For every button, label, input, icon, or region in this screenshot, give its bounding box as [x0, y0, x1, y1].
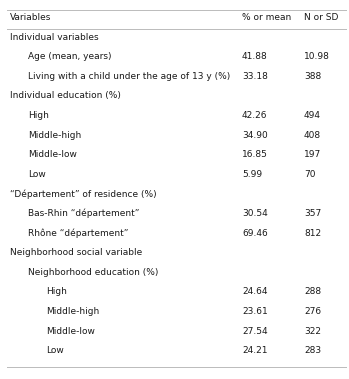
Text: 41.88: 41.88 [242, 52, 268, 61]
Text: 276: 276 [304, 307, 321, 316]
Text: 30.54: 30.54 [242, 209, 268, 218]
Text: Middle-low: Middle-low [46, 327, 95, 335]
Text: Age (mean, years): Age (mean, years) [28, 52, 111, 61]
Text: 24.21: 24.21 [242, 346, 267, 355]
Text: Low: Low [28, 170, 46, 179]
Text: N or SD: N or SD [304, 13, 339, 22]
Text: 33.18: 33.18 [242, 72, 268, 81]
Text: 288: 288 [304, 287, 321, 296]
Text: High: High [28, 111, 49, 120]
Text: 812: 812 [304, 229, 321, 238]
Text: Bas-Rhin “département”: Bas-Rhin “département” [28, 209, 139, 218]
Text: Middle-high: Middle-high [28, 130, 81, 139]
Text: 388: 388 [304, 72, 321, 81]
Text: 23.61: 23.61 [242, 307, 268, 316]
Text: 357: 357 [304, 209, 321, 218]
Text: % or mean: % or mean [242, 13, 291, 22]
Text: 197: 197 [304, 150, 321, 159]
Text: 34.90: 34.90 [242, 130, 268, 139]
Text: “Département” of residence (%): “Département” of residence (%) [10, 190, 157, 199]
Text: 16.85: 16.85 [242, 150, 268, 159]
Text: 69.46: 69.46 [242, 229, 268, 238]
Text: 322: 322 [304, 327, 321, 335]
Text: Living with a child under the age of 13 y (%): Living with a child under the age of 13 … [28, 72, 230, 81]
Text: 10.98: 10.98 [304, 52, 330, 61]
Text: Individual variables: Individual variables [10, 33, 99, 42]
Text: 42.26: 42.26 [242, 111, 267, 120]
Text: High: High [46, 287, 67, 296]
Text: Middle-high: Middle-high [46, 307, 99, 316]
Text: Middle-low: Middle-low [28, 150, 77, 159]
Text: Neighborhood education (%): Neighborhood education (%) [28, 268, 158, 277]
Text: 5.99: 5.99 [242, 170, 262, 179]
Text: Low: Low [46, 346, 64, 355]
Text: Neighborhood social variable: Neighborhood social variable [10, 248, 142, 257]
Text: Variables: Variables [10, 13, 51, 22]
Text: 283: 283 [304, 346, 321, 355]
Text: 494: 494 [304, 111, 321, 120]
Text: 24.64: 24.64 [242, 287, 267, 296]
Text: 27.54: 27.54 [242, 327, 268, 335]
Text: Rhône “département”: Rhône “département” [28, 229, 128, 238]
Text: 408: 408 [304, 130, 321, 139]
Text: 70: 70 [304, 170, 315, 179]
Text: Individual education (%): Individual education (%) [10, 91, 121, 100]
